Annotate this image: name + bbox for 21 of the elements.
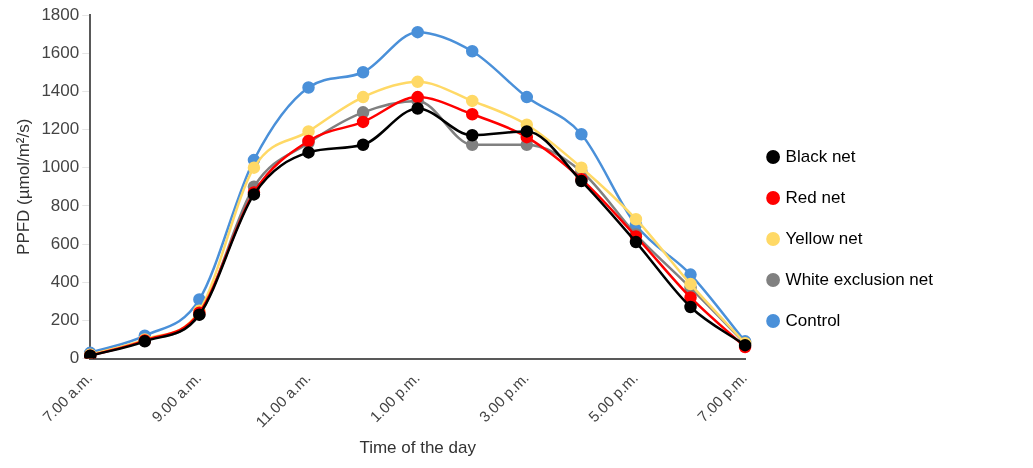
y-tick-label: 1000 — [41, 157, 80, 177]
x-tick-label: 7.00 a.m. — [39, 368, 96, 426]
y-tick-label: 200 — [50, 310, 80, 330]
y-tick-label: 0 — [69, 348, 80, 368]
y-tick-label: 1200 — [41, 119, 80, 139]
y-tick-label: 400 — [50, 271, 80, 291]
legend-label: Red net — [785, 187, 846, 207]
x-axis-title: Time of the day — [359, 438, 477, 458]
y-tick-label: 800 — [50, 195, 80, 215]
y-axis-title: PPFD (µmol/m²/s) — [13, 118, 33, 255]
legend-label: White exclusion net — [785, 269, 934, 289]
x-tick-label: 3.00 p.m. — [475, 368, 532, 426]
legend-label: Yellow net — [785, 228, 863, 248]
y-tick-label: 1800 — [41, 4, 80, 24]
y-tick-label: 1600 — [41, 42, 80, 62]
y-tick-label: 600 — [50, 233, 80, 253]
x-tick-label: 7.00 p.m. — [693, 368, 751, 426]
x-tick-label: 5.00 p.m. — [584, 368, 641, 426]
legend-label: Black net — [785, 146, 856, 166]
legend-label: Control — [785, 310, 841, 330]
y-tick-label: 1400 — [41, 81, 80, 101]
